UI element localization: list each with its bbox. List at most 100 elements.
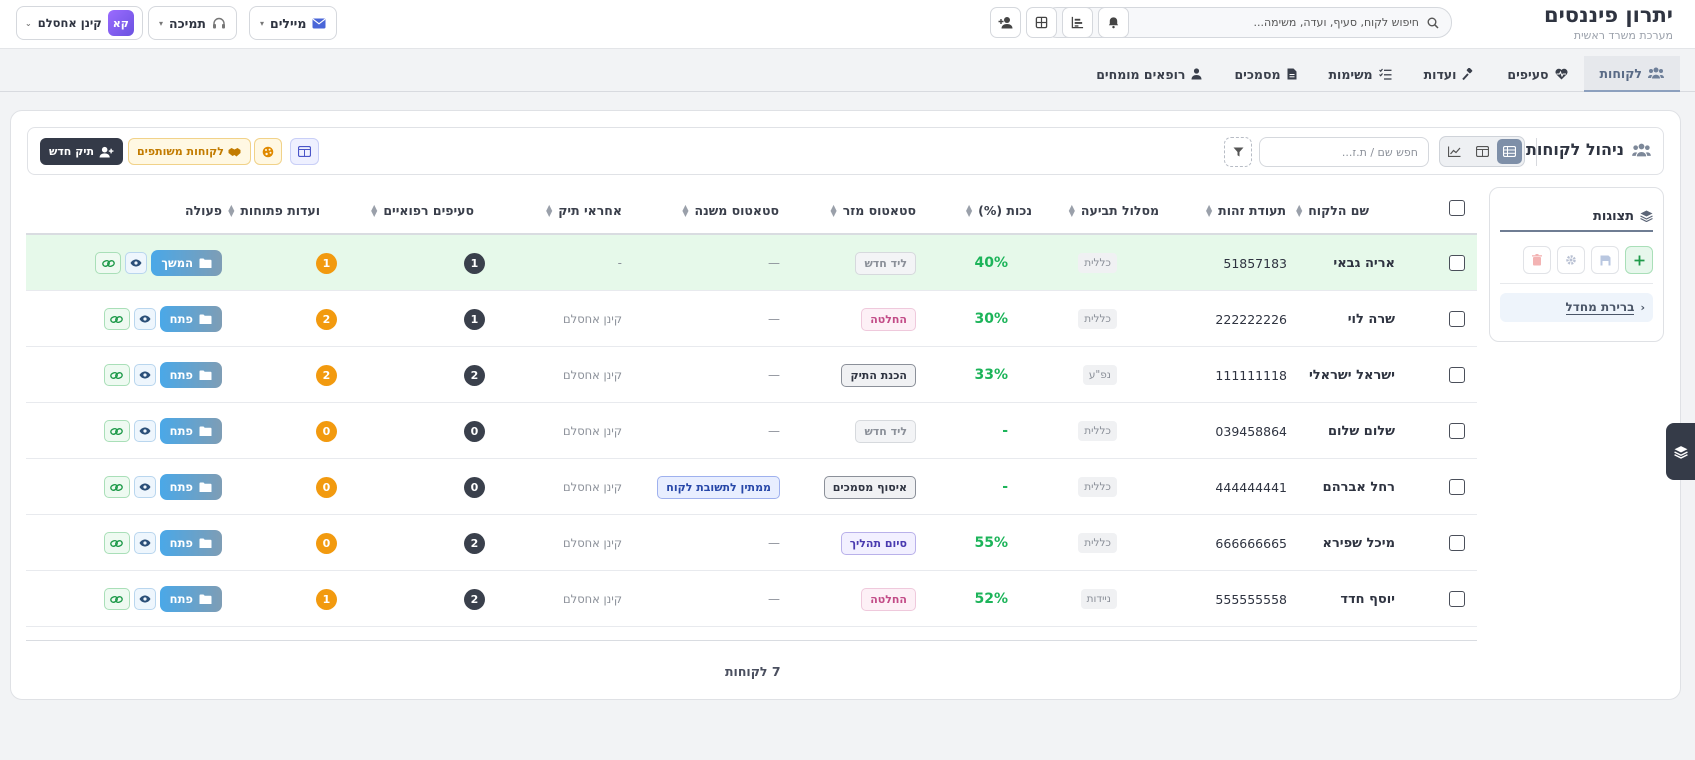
grid-button[interactable]	[1026, 7, 1057, 38]
user-menu[interactable]: קא קינן אחסלם ⌄	[16, 6, 143, 40]
link-button[interactable]	[103, 308, 130, 330]
new-case-button[interactable]: תיק חדש	[40, 138, 124, 165]
open-case-button[interactable]: פתח	[159, 418, 222, 444]
sub-status-empty: —	[768, 536, 780, 550]
tab-expert-doctors[interactable]: רופאים מומחים	[1080, 56, 1218, 92]
table-row[interactable]: רחל אברהם 444444441 כללית - איסוף מסמכים…	[26, 459, 1477, 515]
column-header-disability[interactable]: נכות (%) ▲ ▼	[966, 203, 1032, 218]
link-button[interactable]	[103, 420, 130, 442]
column-header-sub-status[interactable]: סטאטוס משנה ▲ ▼	[682, 203, 779, 218]
table-row[interactable]: יוסף חדד 555555558 ניידות 52% החלטה — קי…	[26, 571, 1477, 627]
client-name[interactable]: אריה גבאי	[1333, 255, 1395, 271]
open-case-button[interactable]: פתח	[159, 474, 222, 500]
view-button[interactable]	[133, 476, 156, 498]
view-button[interactable]	[133, 308, 156, 330]
tab-tasks[interactable]: משימות	[1313, 56, 1408, 92]
column-header-track[interactable]: מסלול תביעה ▲ ▼	[1069, 203, 1159, 218]
client-name[interactable]: מיכל שפירא	[1322, 535, 1395, 551]
chart-view-button[interactable]	[1442, 139, 1467, 164]
row-actions: פתח	[103, 530, 222, 556]
column-label: אחראי תיק	[558, 203, 622, 218]
select-all-checkbox[interactable]	[1449, 200, 1465, 216]
table-row[interactable]: ישראל ישראלי 111111118 נפ"ע 33% הכנת התי…	[26, 347, 1477, 403]
add-view-button[interactable]	[1625, 246, 1653, 274]
table-row[interactable]: מיכל שפירא 666666665 כללית 55% סיום תהלי…	[26, 515, 1477, 571]
link-button[interactable]	[103, 364, 130, 386]
palette-icon	[262, 146, 274, 158]
open-case-button[interactable]: פתח	[159, 530, 222, 556]
open-case-button[interactable]: פתח	[159, 362, 222, 388]
client-name[interactable]: יוסף חדד	[1340, 591, 1395, 607]
medical-sections-count: 1	[464, 252, 485, 274]
view-button[interactable]	[133, 588, 156, 610]
column-header-id[interactable]: תעודת זהות ▲ ▼	[1206, 203, 1286, 218]
table-row[interactable]: אריה גבאי 51857183 כללית 40% ליד חדש — -…	[26, 235, 1477, 291]
row-checkbox[interactable]	[1449, 403, 1465, 459]
client-name[interactable]: שלום שלום	[1328, 423, 1395, 439]
client-search-input[interactable]	[1259, 137, 1429, 167]
link-button[interactable]	[103, 532, 130, 554]
open-case-button[interactable]: פתח	[159, 306, 222, 332]
view-button[interactable]	[125, 252, 148, 274]
columns-view-button[interactable]	[1469, 139, 1494, 164]
table-row[interactable]: שרה לוי 222222226 כללית 30% החלטה — קינן…	[26, 291, 1477, 347]
table-row[interactable]: שלום שלום 039458864 כללית - ליד חדש — קי…	[26, 403, 1477, 459]
layout-button[interactable]	[290, 138, 319, 165]
case-owner: קינן אחסלם	[563, 424, 622, 438]
support-button[interactable]: תמיכה ▾	[148, 6, 237, 40]
tab-label: סעיפים	[1507, 66, 1549, 82]
open-case-button[interactable]: פתח	[159, 586, 222, 612]
eye-icon	[139, 483, 151, 491]
notifications-button[interactable]	[1098, 7, 1129, 38]
bell-icon	[1107, 16, 1120, 29]
tab-sections[interactable]: סעיפים	[1491, 56, 1583, 92]
palette-button[interactable]	[254, 138, 282, 165]
row-checkbox[interactable]	[1449, 235, 1465, 291]
delete-view-button[interactable]	[1523, 246, 1551, 274]
row-checkbox[interactable]	[1449, 459, 1465, 515]
open-committees-count: 1	[316, 588, 337, 610]
add-user-button[interactable]	[990, 7, 1021, 38]
tab-clients[interactable]: לקוחות	[1583, 56, 1680, 92]
search-icon	[1427, 17, 1439, 29]
view-button[interactable]	[133, 364, 156, 386]
reports-button[interactable]	[1062, 7, 1093, 38]
global-search-input[interactable]	[1055, 16, 1419, 29]
mail-button[interactable]: מיילים ▾	[249, 6, 338, 40]
medical-sections-count: 2	[464, 364, 485, 386]
link-button[interactable]	[103, 476, 130, 498]
link-button[interactable]	[103, 588, 130, 610]
view-button[interactable]	[133, 532, 156, 554]
client-name[interactable]: רחל אברהם	[1322, 479, 1395, 495]
column-header-name[interactable]: שם הלקוח ▲ ▼	[1296, 203, 1369, 218]
tab-documents[interactable]: מסמכים	[1218, 56, 1312, 92]
row-checkbox[interactable]	[1449, 571, 1465, 627]
row-checkbox[interactable]	[1449, 515, 1465, 571]
tab-committees[interactable]: ועדות	[1408, 56, 1492, 92]
column-header-main-status[interactable]: סטאטוס מזר ▲ ▼	[831, 203, 916, 218]
tasks-icon	[1378, 68, 1392, 80]
shared-clients-button[interactable]: לקוחות משותפים	[128, 138, 251, 165]
link-icon	[110, 427, 124, 436]
column-header-medical[interactable]: סעיפים רפואיים ▲ ▼	[371, 203, 474, 218]
main-status-badge: הכנת התיק	[841, 363, 916, 387]
open-case-button[interactable]: המשך	[151, 250, 222, 276]
view-item-default[interactable]: ‹ ברירת מחדל	[1500, 293, 1653, 322]
column-header-committees[interactable]: ועדות פתוחות ▲ ▼	[228, 203, 320, 218]
column-header-owner[interactable]: אחראי תיק ▲ ▼	[546, 203, 622, 218]
claim-track-badge: כללית	[1078, 253, 1117, 273]
floating-layers-button[interactable]	[1666, 423, 1695, 480]
column-label: סעיפים רפואיים	[383, 203, 474, 218]
client-name[interactable]: ישראל ישראלי	[1308, 367, 1395, 383]
view-settings-button[interactable]	[1557, 246, 1585, 274]
save-view-button[interactable]	[1591, 246, 1619, 274]
client-name[interactable]: שרה לוי	[1347, 311, 1395, 327]
doctor-icon	[1191, 68, 1202, 80]
sub-status-empty: —	[768, 424, 780, 438]
table-view-button[interactable]	[1496, 139, 1522, 164]
row-checkbox[interactable]	[1449, 291, 1465, 347]
link-button[interactable]	[95, 252, 122, 274]
filter-button[interactable]	[1224, 137, 1252, 167]
view-button[interactable]	[133, 420, 156, 442]
row-checkbox[interactable]	[1449, 347, 1465, 403]
